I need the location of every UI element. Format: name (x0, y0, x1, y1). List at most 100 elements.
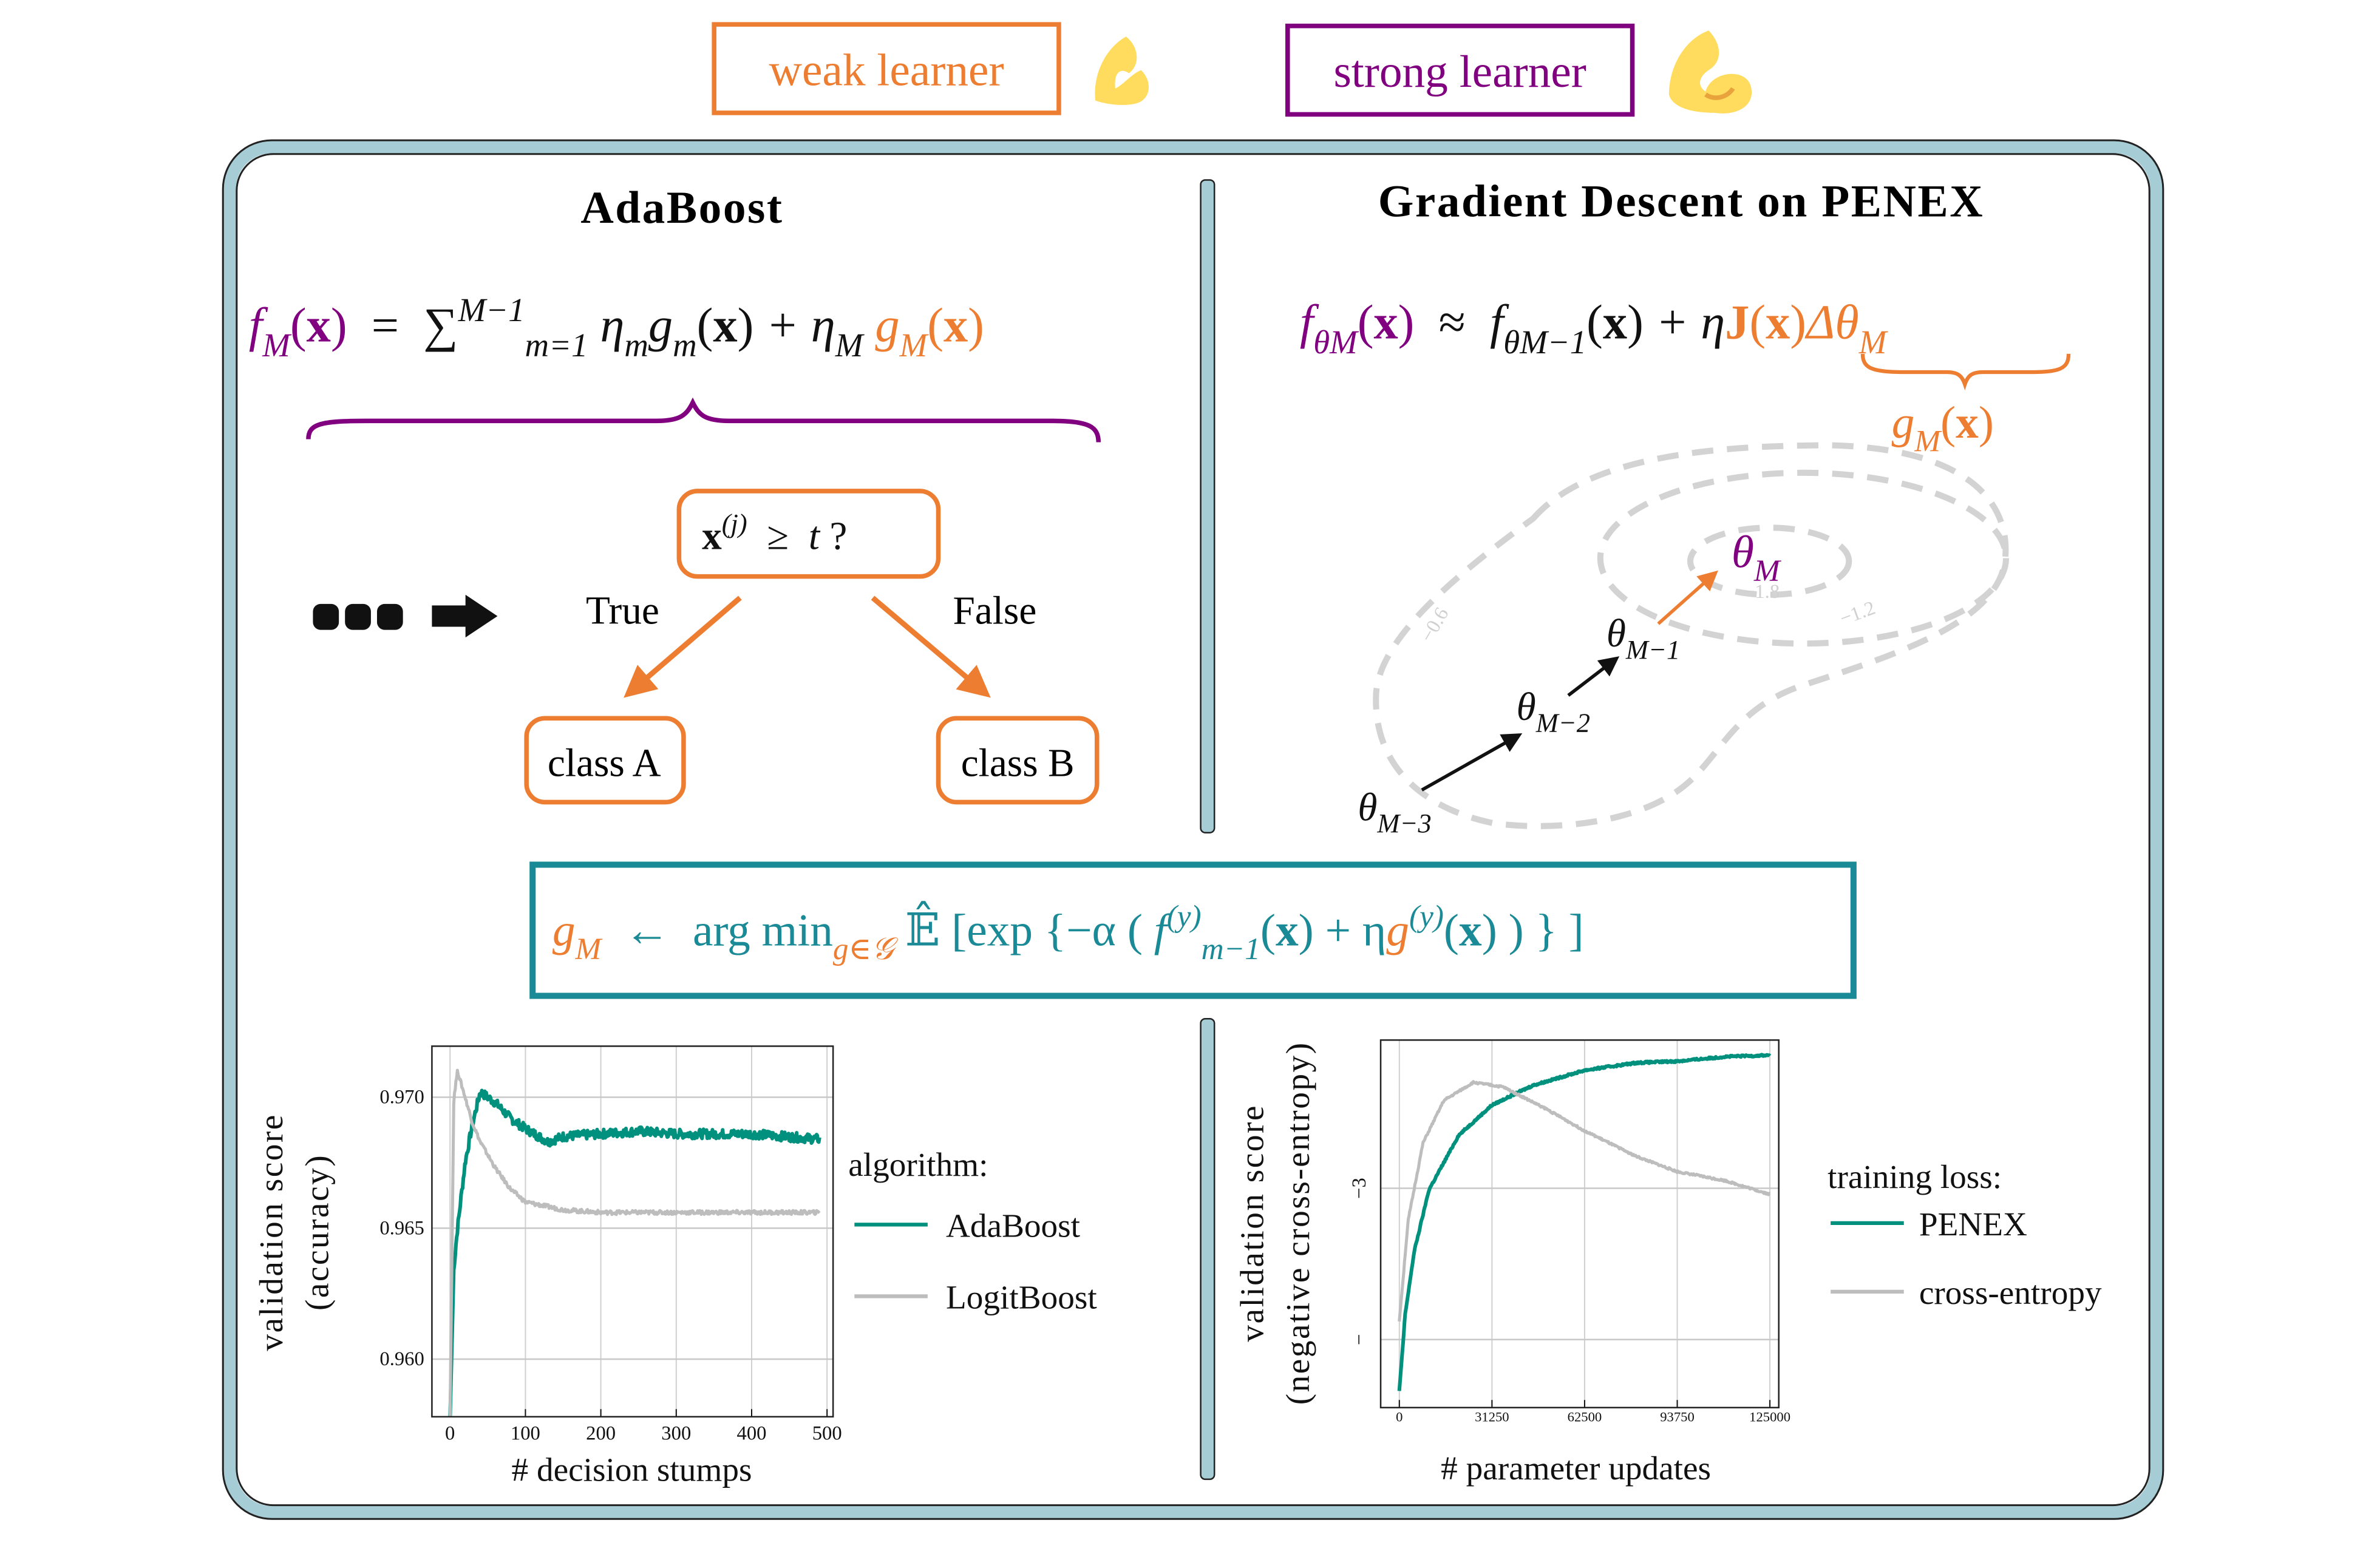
right-arrow-icon (432, 594, 498, 638)
formula-part: x (1766, 296, 1790, 350)
formula-part: ∑ (423, 299, 458, 353)
formula-part: x (1276, 906, 1299, 956)
step-arrow (1567, 656, 1620, 697)
theta-m-2: θM−2 (1517, 685, 1590, 738)
main-panel (222, 139, 2164, 1520)
formula-part: θ (1732, 528, 1754, 578)
x-tick-label: 400 (737, 1423, 767, 1445)
formula-part: θ (1606, 612, 1626, 656)
legend-entry: AdaBoost (946, 1207, 1081, 1244)
formula-part: 𝔼̂ [exp {−α ( (894, 901, 1154, 956)
formula-part: m (624, 327, 648, 364)
formula-part: x (1956, 398, 1979, 448)
formula-part: ) (968, 299, 984, 353)
formula-part: (y) (1167, 899, 1202, 934)
step-arrow-orange (1657, 570, 1718, 625)
formula-part: ( (290, 299, 307, 353)
loss-contours (1373, 442, 2010, 829)
adaboost-chart: 0 100 200 300 400 500 0.960 0.965 0.970 # decisio… (253, 1045, 1097, 1488)
x-tick-label: 100 (511, 1423, 540, 1445)
formula-part: Δθ (1804, 296, 1859, 350)
formula-part: ( (1749, 296, 1766, 350)
adaboost-title: AdaBoost (580, 183, 783, 233)
formula-part: g (1892, 398, 1915, 448)
series-line-penex (1397, 1053, 1772, 1391)
formula-part: m (673, 327, 697, 364)
formula-part: g∈𝒢 (833, 932, 899, 966)
divider-top (1200, 179, 1216, 833)
y-tick-label: 0.960 (379, 1348, 424, 1370)
x-axis-label: # decision stumps (512, 1451, 752, 1488)
formula-part: ) (1790, 296, 1806, 350)
divider-bottom (1200, 1017, 1216, 1481)
theta-m-3: θM−3 (1358, 786, 1431, 839)
leaf-class-a: class A (524, 716, 686, 805)
formula-part: η (588, 299, 624, 353)
weak-learner-label: weak learner (769, 46, 1004, 96)
split-condition: x(j) ≥ t ? (702, 508, 847, 558)
formula-part: g (648, 299, 673, 353)
formula-part: θ (1313, 324, 1330, 361)
formula-part: ( (1586, 296, 1603, 350)
formula-part: ) (1398, 296, 1415, 350)
x-tick-label: 300 (661, 1423, 691, 1445)
formula-part: g (552, 906, 576, 956)
x-tick-label: 125000 (1749, 1409, 1790, 1424)
y-axis-label: (accuracy) (299, 1154, 336, 1311)
y-tick-label: − (1348, 1334, 1370, 1345)
x-axis-label: # parameter updates (1441, 1450, 1711, 1487)
formula-part: ) ) } ] (1482, 906, 1584, 956)
formula-part: θ (1503, 324, 1520, 361)
formula-part: = (347, 299, 424, 353)
contour-label: −1.2 (1837, 597, 1878, 629)
true-arrow (624, 595, 742, 698)
formula-part: M (835, 327, 865, 364)
formula-part: ≈ (1414, 296, 1489, 350)
legend-title: training loss: (1827, 1158, 2002, 1195)
formula-part: M (899, 327, 930, 364)
formula-part: M−2 (1535, 707, 1590, 738)
plot-frame (431, 1045, 834, 1418)
ellipsis-icon (313, 603, 403, 630)
update-rule-formula: gM ← arg ming∈𝒢 𝔼̂ [exp {−α ( f(y)m−1(x)… (552, 899, 1584, 966)
plot-frame (1379, 1039, 1780, 1409)
formula-part: + η (1644, 296, 1725, 350)
formula-part: ) (331, 299, 347, 353)
formula-part: ? (820, 514, 847, 558)
formula-part: (j) (722, 508, 747, 538)
formula-part: M−1 (458, 291, 525, 328)
flexed-biceps-emoji-icon (1668, 30, 1752, 114)
y-tick-label: 0.970 (379, 1087, 424, 1108)
formula-part: θ (1358, 786, 1377, 830)
orange-brace (1860, 353, 2071, 391)
formula-part: ( (1358, 296, 1374, 350)
weak-arm-emoji-icon (1095, 36, 1149, 105)
series-line-cross-entropy (1398, 1080, 1771, 1322)
x-tick-label: 93750 (1660, 1409, 1695, 1424)
false-arrow (871, 595, 991, 698)
formula-part: x (307, 299, 331, 353)
formula-part: M (1329, 324, 1359, 361)
step-arrow (1421, 733, 1523, 792)
formula-part: M−1 (1625, 634, 1680, 665)
weak-learner-badge: weak learner (712, 22, 1061, 115)
formula-part: M (1753, 554, 1782, 588)
y-axis-label: validation score (253, 1113, 290, 1351)
false-label: False (953, 589, 1037, 633)
legend-title: algorithm: (848, 1146, 988, 1183)
formula-part: m−1 (1202, 932, 1260, 966)
formula-part: ( (1260, 906, 1276, 956)
series-line-logitboost (448, 1068, 821, 1417)
leaf-class-b: class B (936, 716, 1100, 805)
purple-brace (306, 397, 1101, 443)
formula-part: x (713, 299, 737, 353)
formula-part: t (809, 514, 821, 558)
contour-label: −1.8 (1744, 581, 1780, 603)
formula-part: M−1 (1519, 324, 1586, 361)
x-tick-label: 500 (812, 1423, 842, 1445)
formula-part: M (262, 327, 292, 364)
series-line-adaboost (448, 1088, 821, 1417)
x-tick-label: 0 (1396, 1409, 1402, 1424)
x-tick-label: 31250 (1475, 1409, 1509, 1424)
